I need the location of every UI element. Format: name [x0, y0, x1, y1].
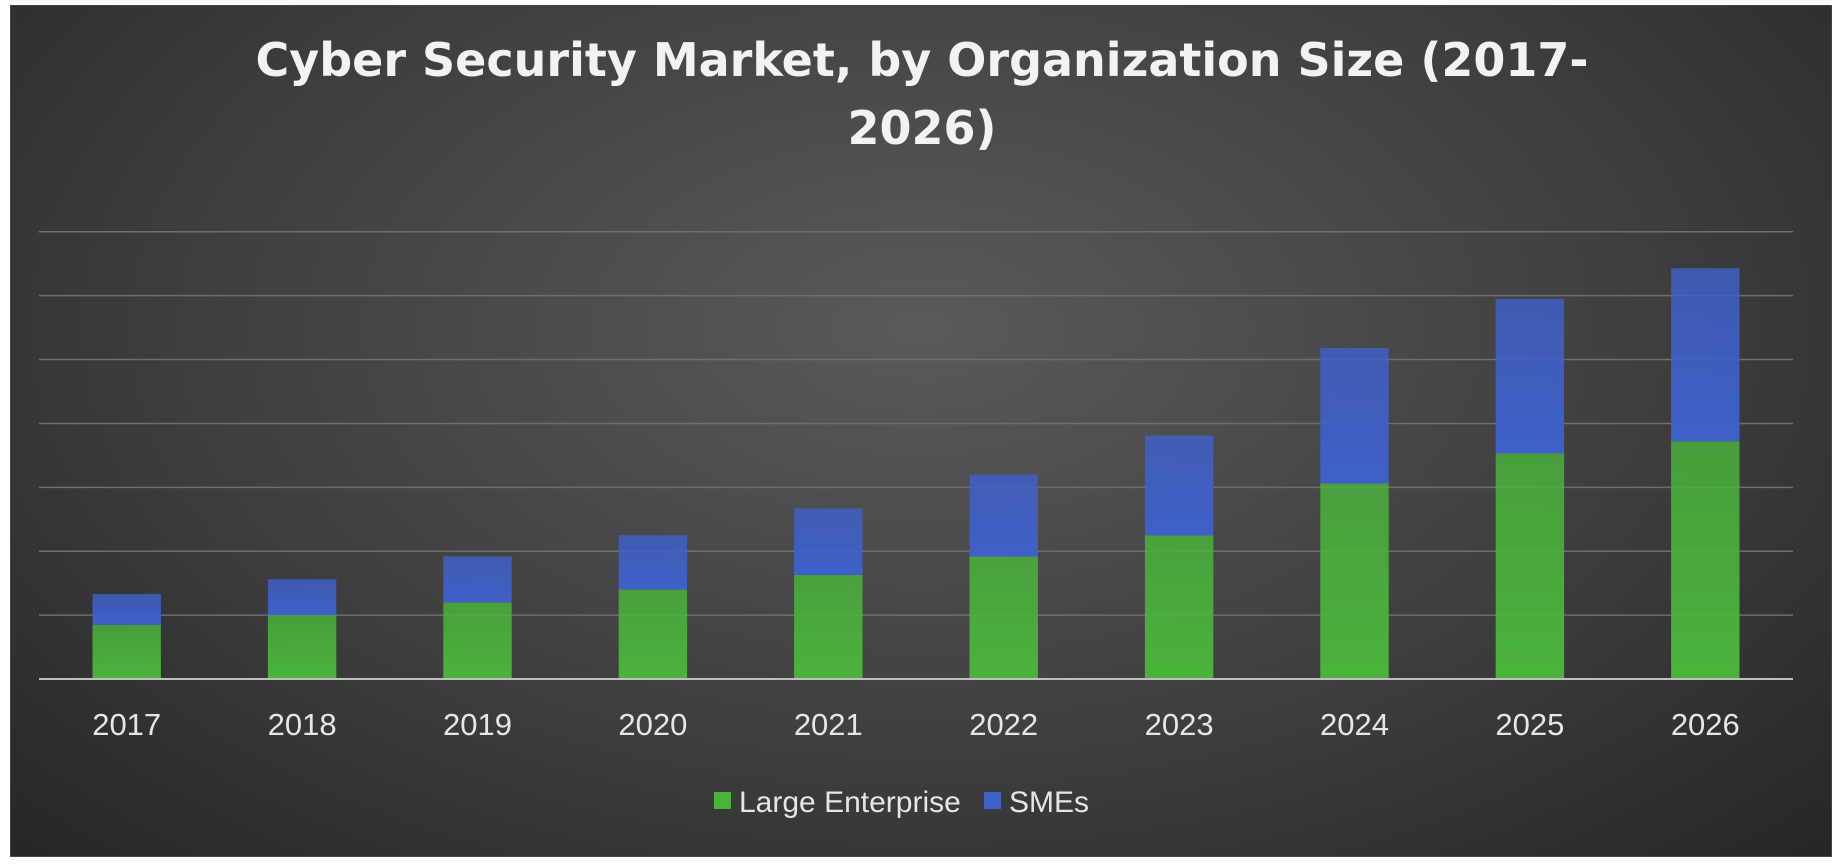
bar-large-enterprise-2023: [1144, 535, 1214, 679]
bar-large-enterprise-2018: [267, 615, 337, 679]
x-tick-label-2026: 2026: [1671, 707, 1740, 742]
bar-large-enterprise-2019: [443, 602, 512, 679]
chart-title-line-1: Cyber Security Market, by Organization S…: [255, 33, 1588, 87]
gridlines: [39, 231, 1793, 616]
bar-smes-2025: [1495, 298, 1565, 454]
chart-frame: Cyber Security Market, by Organization S…: [10, 5, 1832, 857]
x-tick-label-2024: 2024: [1320, 707, 1389, 742]
x-tick-label-2019: 2019: [443, 707, 512, 742]
bar-smes-2021: [794, 508, 863, 575]
bar-smes-2017: [92, 594, 161, 625]
bar-large-enterprise-2020: [618, 589, 688, 679]
bar-large-enterprise-2026: [1671, 441, 1740, 679]
x-tick-labels: 2017 2018 2019 2020 2021 2022 2023 2024 2025 2026: [92, 707, 1740, 742]
bar-smes-2018: [267, 579, 337, 616]
bar-smes-2026: [1671, 268, 1740, 442]
bar-large-enterprise-2021: [794, 574, 863, 679]
legend-swatch-smes: [984, 792, 1001, 809]
chart-title-line-2: 2026): [847, 101, 996, 155]
x-tick-label-2023: 2023: [1145, 707, 1214, 742]
bar-large-enterprise-2024: [1320, 483, 1389, 679]
x-tick-label-2021: 2021: [794, 707, 863, 742]
x-tick-label-2025: 2025: [1495, 707, 1564, 742]
bar-large-enterprise-2025: [1495, 453, 1565, 679]
chart-title: Cyber Security Market, by Organization S…: [255, 33, 1588, 155]
legend-swatch-large-enterprise: [714, 792, 731, 809]
bar-large-enterprise-2017: [92, 624, 161, 679]
x-tick-label-2020: 2020: [618, 707, 687, 742]
bar-smes-2023: [1144, 435, 1214, 536]
bar-large-enterprise-2022: [969, 556, 1038, 679]
bar-smes-2022: [969, 474, 1038, 557]
legend: Large Enterprise SMEs: [714, 786, 1089, 819]
legend-label-smes: SMEs: [1009, 786, 1089, 819]
legend-label-large-enterprise: Large Enterprise: [739, 786, 961, 819]
bar-smes-2019: [443, 556, 512, 603]
x-tick-label-2018: 2018: [268, 707, 337, 742]
bars: [92, 268, 1740, 679]
x-tick-label-2022: 2022: [969, 707, 1038, 742]
chart-svg: Cyber Security Market, by Organization S…: [39, 33, 1793, 819]
bar-smes-2020: [618, 535, 688, 590]
bar-smes-2024: [1320, 348, 1389, 484]
x-tick-label-2017: 2017: [92, 707, 161, 742]
